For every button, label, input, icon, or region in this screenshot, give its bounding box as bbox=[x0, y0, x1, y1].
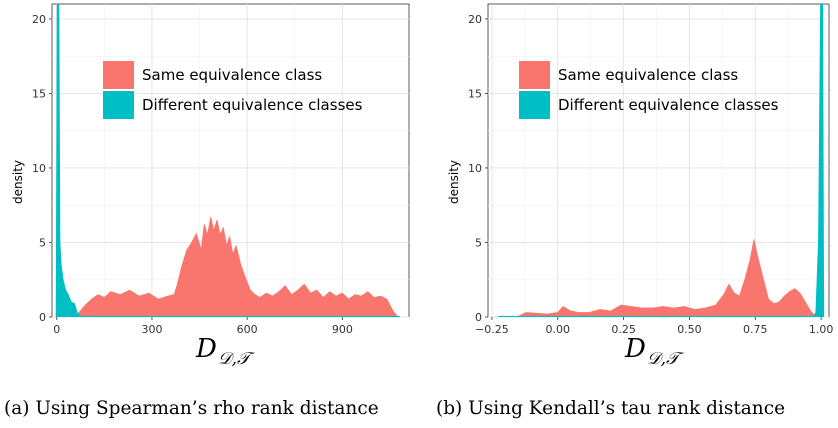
legend-swatch bbox=[103, 61, 134, 89]
x-tick-label: 0.00 bbox=[546, 323, 571, 336]
x-tick-label: 1.00 bbox=[809, 323, 834, 336]
density-area-same-class bbox=[504, 239, 817, 317]
density-area-different-classes bbox=[55, 4, 400, 317]
axis-ticks: 0 5 10 15 20 −0.25 0.00 0.25 0.50 0.75 1.00 bbox=[468, 13, 833, 336]
y-axis-label: density bbox=[11, 160, 25, 204]
y-tick-label: 20 bbox=[32, 13, 46, 26]
kendall-chart: 0 5 10 15 20 −0.25 0.00 0.25 0.50 0.75 1.00 densit… bbox=[447, 3, 833, 369]
y-tick-label: 5 bbox=[39, 236, 46, 249]
x-axis-label-subscript: 𝒟,𝒯 bbox=[218, 349, 255, 369]
y-tick-label: 20 bbox=[468, 13, 482, 26]
legend-label: Different equivalence classes bbox=[558, 96, 779, 114]
legend-swatch bbox=[519, 61, 550, 89]
legend-swatch bbox=[519, 91, 550, 119]
density-areas bbox=[55, 4, 400, 317]
density-areas bbox=[498, 4, 825, 317]
y-tick-label: 15 bbox=[468, 87, 482, 100]
x-tick-label: 0.50 bbox=[677, 323, 702, 336]
x-tick-label: 0 bbox=[53, 323, 60, 336]
y-tick-label: 10 bbox=[32, 162, 46, 175]
x-tick-label: 0.75 bbox=[743, 323, 768, 336]
axis-ticks: 0 5 10 15 20 0 300 600 900 bbox=[32, 13, 353, 336]
legend-swatch bbox=[103, 91, 134, 119]
x-tick-label: 600 bbox=[237, 323, 258, 336]
density-area-same-class bbox=[73, 216, 399, 317]
legend: Same equivalence class Different equivale… bbox=[519, 61, 779, 119]
y-tick-label: 10 bbox=[468, 162, 482, 175]
y-tick-label: 15 bbox=[32, 87, 46, 100]
caption-a: (a) Using Spearman’s rho rank distance bbox=[4, 398, 379, 419]
x-tick-label: 900 bbox=[332, 323, 353, 336]
y-axis-label: density bbox=[447, 160, 461, 204]
legend-label: Different equivalence classes bbox=[142, 96, 363, 114]
legend: Same equivalence class Different equivale… bbox=[103, 61, 363, 119]
legend-label: Same equivalence class bbox=[142, 66, 322, 84]
x-tick-label: −0.25 bbox=[475, 323, 509, 336]
plot-panel bbox=[487, 3, 830, 318]
legend-label: Same equivalence class bbox=[558, 66, 738, 84]
y-tick-label: 0 bbox=[475, 311, 482, 324]
y-tick-label: 5 bbox=[475, 236, 482, 249]
caption-b: (b) Using Kendall’s tau rank distance bbox=[436, 398, 785, 419]
x-axis-label: D bbox=[624, 334, 646, 364]
x-tick-label: 0.25 bbox=[611, 323, 636, 336]
y-tick-label: 0 bbox=[39, 311, 46, 324]
x-tick-label: 300 bbox=[141, 323, 162, 336]
density-area-different-classes bbox=[498, 4, 825, 317]
x-axis-label-subscript: 𝒟,𝒯 bbox=[647, 349, 684, 369]
spearman-chart: 0 5 10 15 20 0 300 600 900 density D 𝒟,𝒯 Same eq… bbox=[11, 3, 410, 369]
x-axis-label: D bbox=[195, 334, 217, 364]
